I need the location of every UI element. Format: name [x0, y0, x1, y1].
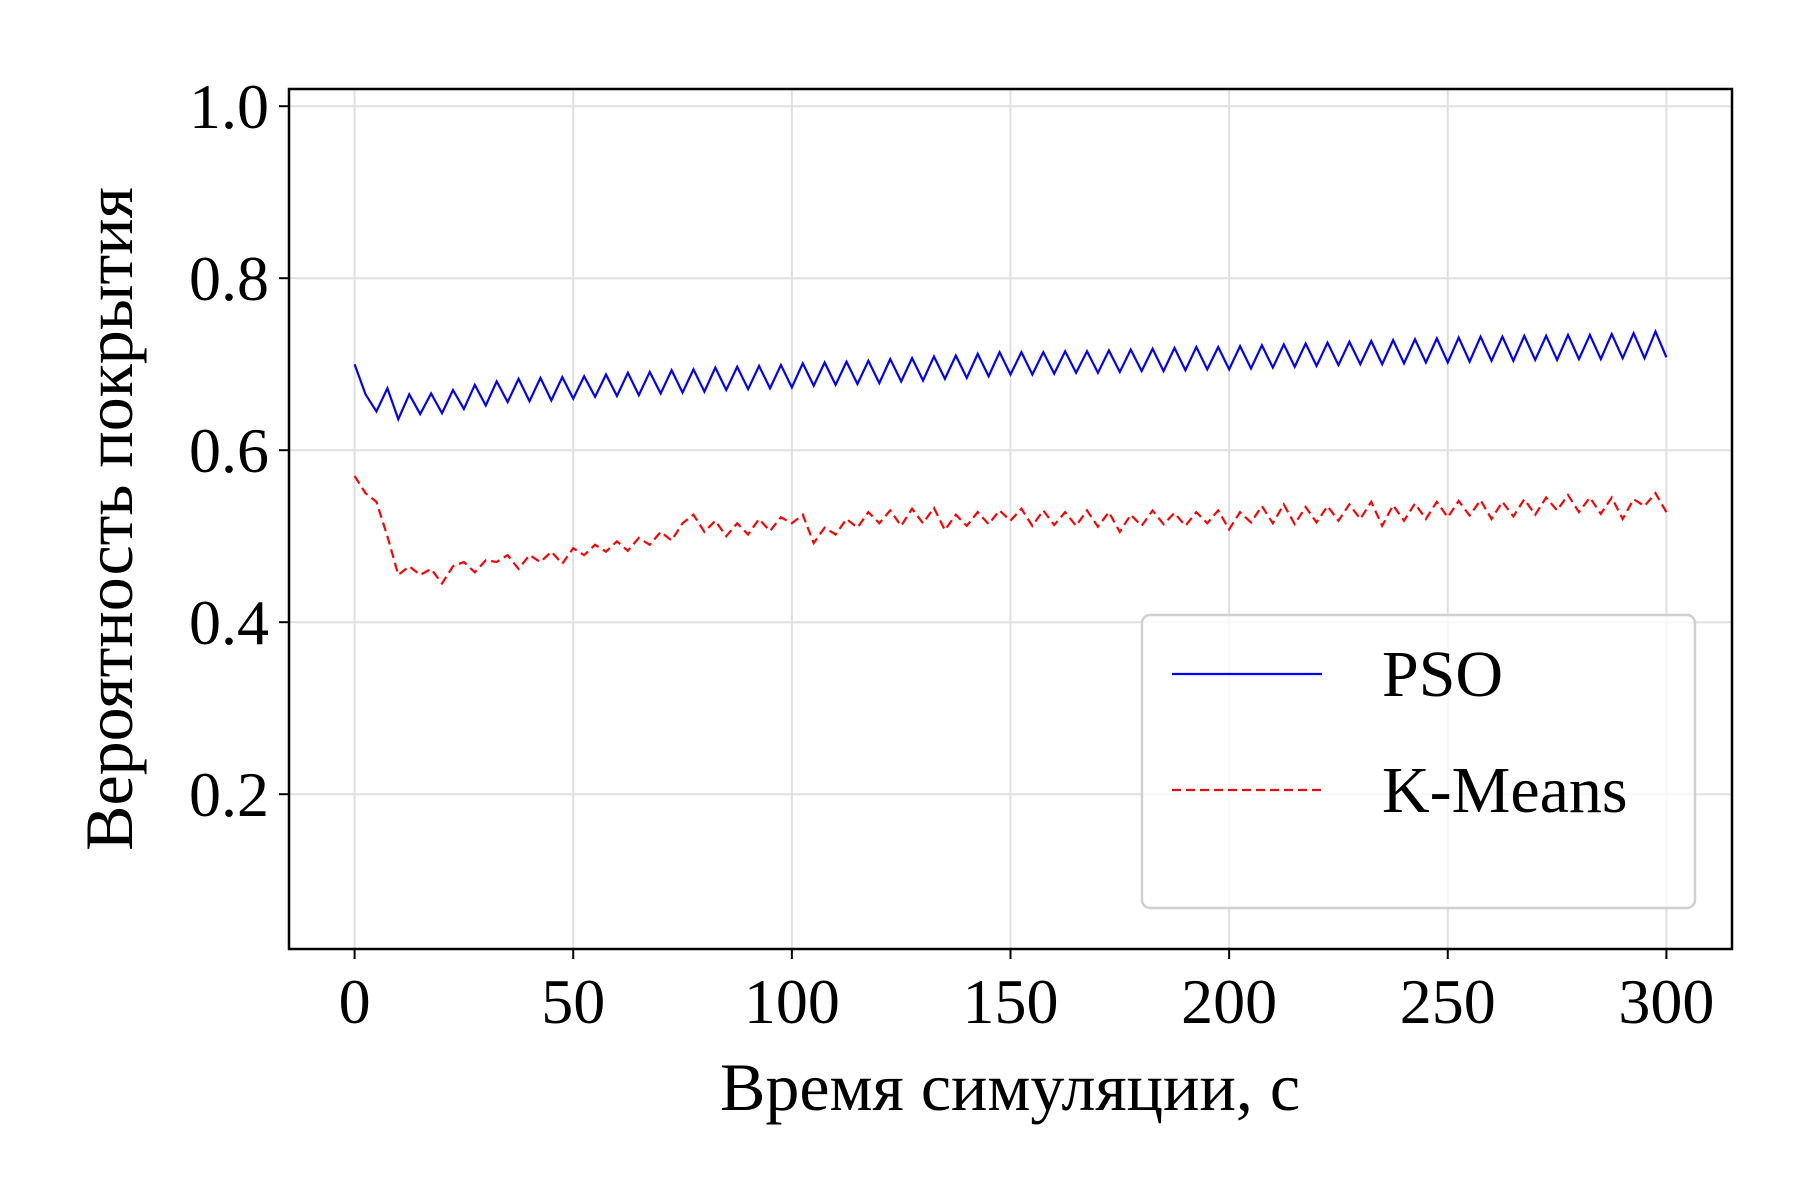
y-tick-label: 0.8	[189, 243, 269, 314]
x-tick-label: 100	[744, 966, 840, 1037]
x-tick-label: 150	[963, 966, 1059, 1037]
y-tick-label: 0.4	[189, 587, 269, 658]
legend-label: PSO	[1382, 638, 1503, 711]
x-tick-label: 300	[1618, 966, 1714, 1037]
x-tick-label: 0	[339, 966, 371, 1037]
line-series	[353, 475, 1668, 586]
y-tick-label: 0.2	[189, 759, 269, 830]
y-axis-label: Вероятность покрытия	[71, 187, 147, 851]
plot-frame	[287, 87, 1734, 951]
line-series	[353, 328, 1668, 423]
legend-box	[1140, 613, 1697, 910]
x-tick-label: 200	[1181, 966, 1277, 1037]
y-tick-label: 1.0	[189, 71, 269, 142]
legend: PSO K-Means	[1140, 613, 1697, 910]
y-tick-label: 0.6	[189, 415, 269, 486]
x-tick-label: 250	[1400, 966, 1496, 1037]
x-axis-label: Время симуляции, с	[720, 1049, 1300, 1125]
x-tick-label: 50	[541, 966, 605, 1037]
legend-label: K-Means	[1382, 754, 1628, 827]
